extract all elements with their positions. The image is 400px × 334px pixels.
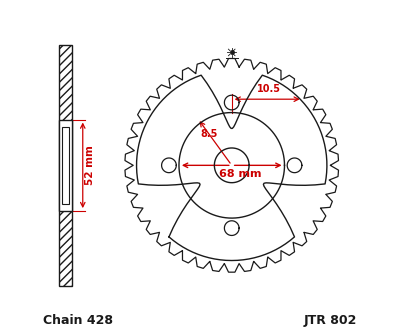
- Text: 68 mm: 68 mm: [219, 169, 261, 179]
- Text: 8.5: 8.5: [200, 129, 217, 139]
- Text: JTR 802: JTR 802: [304, 314, 357, 327]
- Text: Chain 428: Chain 428: [43, 314, 113, 327]
- Bar: [62, 127, 69, 204]
- Bar: [59, 45, 72, 286]
- Bar: [59, 120, 72, 211]
- Text: 52 mm: 52 mm: [85, 145, 95, 185]
- Polygon shape: [125, 58, 338, 272]
- Text: 10.5: 10.5: [257, 84, 281, 94]
- Polygon shape: [136, 75, 327, 261]
